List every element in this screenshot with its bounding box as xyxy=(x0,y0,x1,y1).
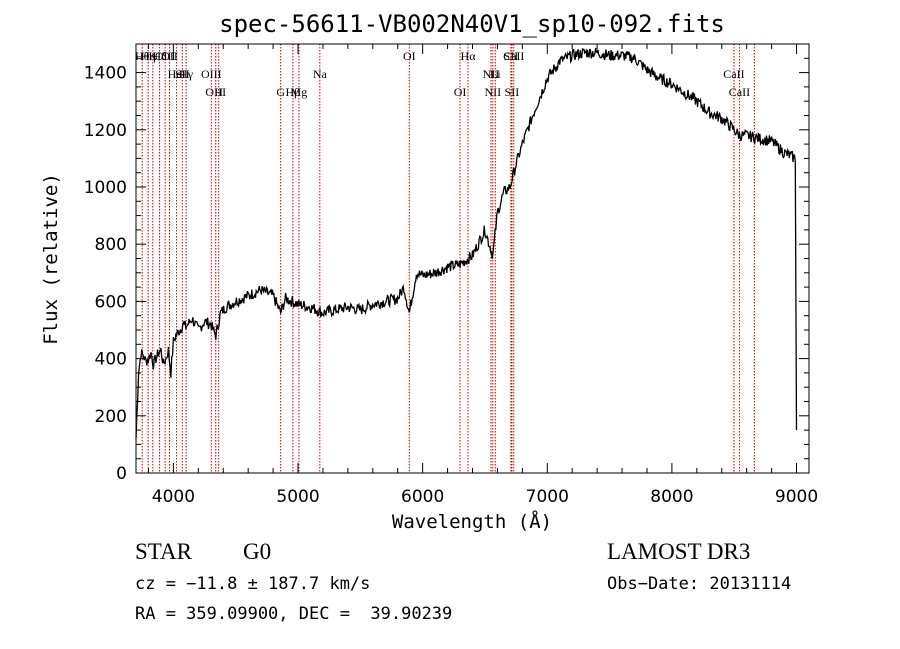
spectrum-series-line xyxy=(135,47,798,439)
survey-name: LAMOST DR3 xyxy=(607,539,751,564)
line-label: NII xyxy=(484,85,501,99)
y-tick-label: 0 xyxy=(116,464,127,484)
observation-date: Obs−Date: 20131114 xyxy=(607,574,792,594)
line-label: G xyxy=(276,85,285,99)
emission-line-markers xyxy=(141,44,755,473)
line-label: CaII xyxy=(723,67,744,81)
y-axis-label: Flux (relative) xyxy=(40,173,62,345)
x-axis: 4000 5000 6000 7000 8000 9000 xyxy=(147,44,818,507)
line-label: Hα xyxy=(461,49,477,63)
y-axis: 0 200 400 600 800 1000 1200 1400 xyxy=(84,57,809,484)
line-label: OIII xyxy=(201,67,222,81)
line-label: OIII xyxy=(155,49,176,63)
x-tick-label: 8000 xyxy=(650,487,693,507)
line-label: Hδ xyxy=(152,49,167,63)
line-label: H xyxy=(214,85,223,99)
y-tick-label: 1000 xyxy=(84,178,127,198)
line-label: OIII xyxy=(205,85,226,99)
y-tick-label: 1400 xyxy=(84,64,127,84)
chart-title: spec-56611-VB002N40V1_sp10-092.fits xyxy=(219,10,725,38)
line-label: Li xyxy=(490,67,501,81)
x-tick-label: 5000 xyxy=(276,487,319,507)
y-tick-label: 400 xyxy=(95,350,127,370)
x-tick-label: 6000 xyxy=(401,487,444,507)
line-label: CaII xyxy=(729,85,750,99)
line-label: OI xyxy=(403,49,416,63)
x-tick-label: 7000 xyxy=(526,487,569,507)
line-label: OII xyxy=(161,49,178,63)
line-label: CaII xyxy=(503,49,524,63)
line-label: Na xyxy=(313,67,328,81)
line-label: Hβ xyxy=(286,85,301,99)
object-class: STAR xyxy=(135,539,192,564)
line-label: Hη xyxy=(141,49,156,63)
line-label: Hθ xyxy=(135,49,150,63)
x-tick-label: 4000 xyxy=(152,487,195,507)
line-label: NII xyxy=(483,67,500,81)
x-tick-label: 9000 xyxy=(775,487,818,507)
line-label: K xyxy=(148,49,157,63)
line-label: Hγ xyxy=(179,67,194,81)
line-label: HeI xyxy=(168,67,186,81)
coordinates-readout: RA = 359.09900, DEC = 39.90239 xyxy=(135,604,453,624)
y-tick-label: 800 xyxy=(95,235,127,255)
y-tick-label: 1200 xyxy=(84,121,127,141)
object-subclass: G0 xyxy=(243,539,272,564)
line-label: SII xyxy=(505,85,520,99)
y-tick-label: 200 xyxy=(95,407,127,427)
line-label: OI xyxy=(454,85,467,99)
line-label: SII xyxy=(504,49,519,63)
line-label: SII xyxy=(175,67,190,81)
x-axis-label: Wavelength (Å) xyxy=(392,510,552,533)
redshift-readout: cz = −11.8 ± 187.7 km/s xyxy=(135,574,371,594)
line-label: Mg xyxy=(291,85,308,99)
y-tick-label: 600 xyxy=(95,292,127,312)
